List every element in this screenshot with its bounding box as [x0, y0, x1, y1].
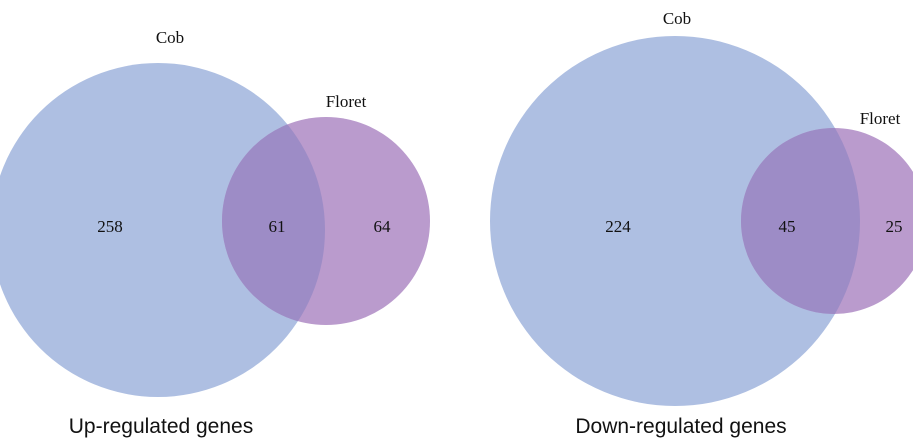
panel-title: Up-regulated genes — [69, 415, 253, 438]
cob-set-label: Cob — [156, 28, 184, 47]
overlap-region — [222, 117, 325, 325]
overlap-count: 45 — [779, 217, 796, 236]
cob-set-label: Cob — [663, 9, 691, 28]
floret-set-label: Floret — [326, 92, 367, 111]
cob-set-circle — [490, 36, 860, 406]
cob-only-count: 258 — [97, 217, 123, 236]
floret-only-count: 64 — [374, 217, 392, 236]
cob-set-circle — [0, 63, 325, 397]
panel-title: Down-regulated genes — [575, 415, 786, 438]
overlap-region — [741, 128, 860, 314]
venn-panel-up: Cob Floret 258 61 64 Up-regulated genes — [0, 28, 430, 438]
overlap-count: 61 — [269, 217, 286, 236]
cob-only-count: 224 — [605, 217, 631, 236]
floret-set-label: Floret — [860, 109, 901, 128]
venn-panel-down: Cob Floret 224 45 25 Down-regulated gene… — [490, 9, 913, 438]
floret-only-count: 25 — [886, 217, 903, 236]
